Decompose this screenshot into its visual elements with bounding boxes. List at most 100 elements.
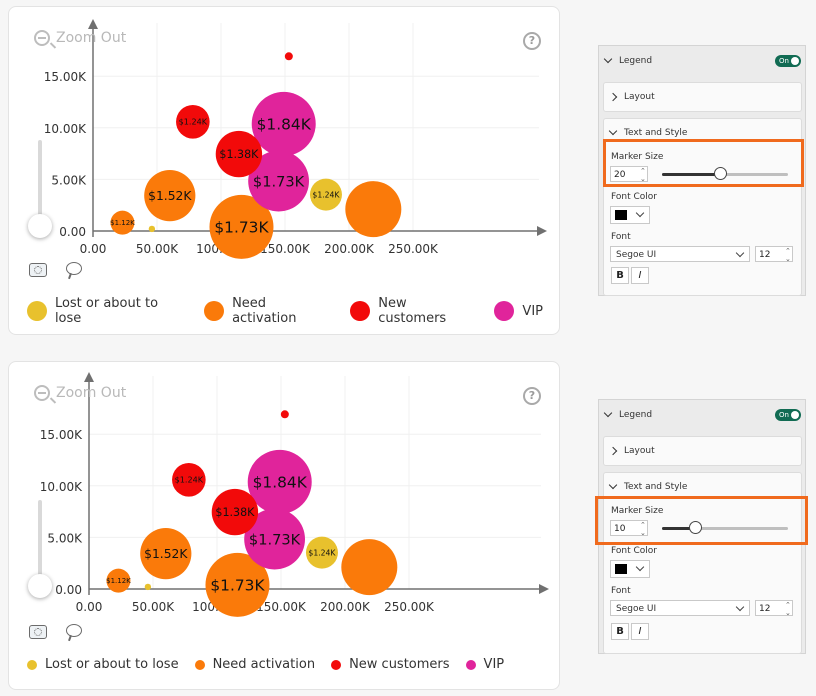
legend-section-header[interactable]: Legend bbox=[603, 408, 653, 420]
bold-button[interactable]: B bbox=[611, 623, 629, 640]
font-color-label: Font Color bbox=[611, 192, 657, 202]
text-style-label: Text and Style bbox=[624, 482, 688, 492]
bubble-label: $1.24K bbox=[179, 117, 208, 127]
marker-size-label: Marker Size bbox=[611, 152, 664, 162]
legend-section-header[interactable]: Legend bbox=[603, 54, 653, 66]
lasso-icon[interactable] bbox=[66, 262, 82, 275]
chevron-down-icon bbox=[608, 480, 618, 490]
bubble bbox=[309, 178, 342, 211]
font-color-picker[interactable] bbox=[610, 560, 650, 578]
format-panel-1: Legend On Layout Text and Style Marker S… bbox=[598, 45, 806, 296]
legend-marker bbox=[350, 301, 371, 321]
help-icon[interactable]: ? bbox=[523, 32, 541, 50]
font-label: Font bbox=[611, 586, 631, 596]
chevron-right-icon bbox=[608, 446, 618, 456]
layout-section-header: Layout bbox=[608, 92, 655, 102]
chart-legend-2: Lost or about to lose Need activation Ne… bbox=[27, 657, 520, 672]
lasso-icon[interactable] bbox=[66, 624, 82, 637]
help-icon[interactable]: ? bbox=[523, 387, 541, 405]
y-tick-label: 10.00K bbox=[40, 480, 83, 494]
zoom-slider-track[interactable] bbox=[38, 140, 42, 235]
zoom-out-label: Zoom Out bbox=[56, 385, 127, 401]
legend-marker bbox=[465, 659, 476, 670]
y-tick-label: 10.00K bbox=[44, 122, 87, 136]
y-tick-label: 15.00K bbox=[40, 428, 83, 442]
bubble-label: $1.12K bbox=[106, 577, 131, 585]
camera-icon[interactable] bbox=[29, 625, 47, 639]
font-size-input[interactable]: 12 bbox=[755, 600, 793, 617]
y-tick-label: 0.00 bbox=[59, 225, 86, 239]
x-axis-arrow bbox=[539, 584, 549, 594]
text-style-header[interactable]: Text and Style bbox=[608, 480, 688, 492]
chevron-down-icon bbox=[635, 208, 645, 218]
marker-size-input[interactable]: 20 bbox=[610, 166, 648, 183]
font-color-picker[interactable] bbox=[610, 206, 650, 224]
bubble-label: $1.12K bbox=[110, 219, 135, 227]
chevron-down-icon bbox=[735, 602, 745, 612]
layout-section[interactable]: Layout bbox=[603, 436, 802, 466]
italic-button[interactable]: I bbox=[631, 623, 649, 640]
legend-item-vip[interactable]: VIP bbox=[494, 301, 543, 321]
zoom-out-button[interactable]: Zoom Out bbox=[34, 30, 126, 46]
italic-button[interactable]: I bbox=[631, 267, 649, 284]
y-axis-arrow bbox=[88, 19, 98, 29]
bubble bbox=[144, 170, 196, 222]
legend-item-lost[interactable]: Lost or about to lose bbox=[27, 657, 179, 672]
bubble bbox=[305, 536, 338, 569]
x-tick-label: 200.00K bbox=[324, 242, 375, 256]
bubble bbox=[251, 91, 316, 156]
marker-size-label: Marker Size bbox=[611, 506, 664, 516]
layout-label: Layout bbox=[624, 446, 655, 456]
marker-size-input[interactable]: 10 bbox=[610, 520, 648, 537]
bubble bbox=[209, 194, 274, 259]
legend-item-need-activation[interactable]: Need activation bbox=[194, 657, 315, 672]
legend-item-need-activation[interactable]: Need activation bbox=[204, 296, 334, 326]
legend-section-label: Legend bbox=[619, 56, 653, 66]
marker-size-slider[interactable] bbox=[662, 527, 788, 530]
marker-size-slider-thumb[interactable] bbox=[689, 521, 703, 534]
y-tick-label: 5.00K bbox=[51, 173, 87, 187]
text-style-header[interactable]: Text and Style bbox=[608, 126, 687, 138]
bubble bbox=[110, 210, 135, 235]
x-tick-label: 0.00 bbox=[80, 242, 107, 256]
marker-size-slider-thumb[interactable] bbox=[714, 167, 728, 180]
bubble bbox=[140, 528, 192, 580]
zoom-slider-track[interactable] bbox=[38, 500, 42, 595]
bubble-chart-card-1: 0.0050.00K100.00K150.00K200.00K250.00K0.… bbox=[8, 6, 560, 335]
zoom-out-button[interactable]: Zoom Out bbox=[34, 385, 126, 401]
text-style-section: Text and Style Marker Size 20 Font Color… bbox=[603, 118, 802, 296]
legend-toggle[interactable]: On bbox=[775, 55, 801, 67]
font-family-value: Segoe UI bbox=[616, 604, 657, 614]
camera-icon[interactable] bbox=[29, 263, 47, 277]
marker-size-highlight bbox=[595, 496, 808, 545]
legend-marker bbox=[194, 659, 205, 670]
font-family-select[interactable]: Segoe UI bbox=[610, 600, 750, 616]
chevron-down-icon bbox=[735, 248, 745, 258]
zoom-slider-thumb[interactable] bbox=[28, 574, 52, 598]
marker-size-slider-fill bbox=[662, 173, 721, 176]
bubble bbox=[205, 552, 270, 617]
legend-item-new-customers[interactable]: New customers bbox=[350, 296, 478, 326]
bubble-label: $1.24K bbox=[175, 475, 204, 485]
font-family-select[interactable]: Segoe UI bbox=[610, 246, 750, 262]
bubble-label: $1.38K bbox=[219, 148, 259, 161]
bubble bbox=[176, 105, 210, 139]
bold-button[interactable]: B bbox=[611, 267, 629, 284]
layout-section[interactable]: Layout bbox=[603, 82, 802, 112]
zoom-slider-thumb[interactable] bbox=[28, 214, 52, 238]
legend-marker bbox=[27, 301, 47, 321]
font-size-input[interactable]: 12 bbox=[755, 246, 793, 263]
legend-item-lost[interactable]: Lost or about to lose bbox=[27, 296, 188, 326]
bubble bbox=[345, 181, 402, 238]
y-tick-label: 5.00K bbox=[47, 531, 83, 545]
legend-marker bbox=[204, 301, 225, 321]
legend-toggle[interactable]: On bbox=[775, 409, 801, 421]
legend-item-new-customers[interactable]: New customers bbox=[331, 657, 450, 672]
legend-item-vip[interactable]: VIP bbox=[465, 657, 504, 672]
legend-section-label: Legend bbox=[619, 410, 653, 420]
legend-marker bbox=[27, 659, 37, 670]
font-color-label: Font Color bbox=[611, 546, 657, 556]
bubble-label: $1.73K bbox=[249, 531, 301, 548]
zoom-out-icon bbox=[34, 385, 50, 401]
x-tick-label: 50.00K bbox=[136, 242, 179, 256]
